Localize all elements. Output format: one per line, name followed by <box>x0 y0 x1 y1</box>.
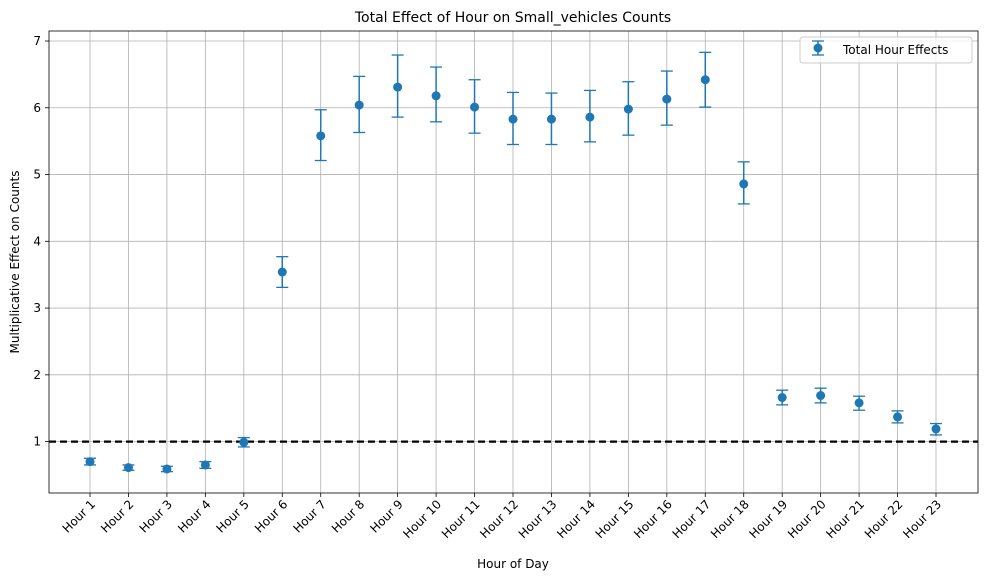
y-tick-label: 3 <box>33 301 41 315</box>
data-point <box>546 114 556 124</box>
data-point <box>162 464 172 474</box>
legend: Total Hour Effects <box>799 36 973 64</box>
data-point <box>393 82 403 92</box>
data-point <box>931 424 941 434</box>
data-point <box>200 460 210 470</box>
data-point <box>354 100 364 110</box>
legend-marker-icon <box>812 40 824 56</box>
data-point <box>854 398 864 408</box>
plot-frame <box>48 30 979 494</box>
data-point <box>585 112 595 122</box>
data-point <box>85 457 95 467</box>
chart-title: Total Effect of Hour on Small_vehicles C… <box>354 10 671 26</box>
data-point <box>431 91 441 101</box>
data-point <box>700 75 710 85</box>
data-point <box>816 391 826 401</box>
data-point <box>662 94 672 104</box>
data-point <box>893 412 903 422</box>
legend-label: Total Hour Effects <box>842 43 948 57</box>
data-point <box>277 267 287 277</box>
data-point <box>623 104 633 114</box>
data-point <box>239 437 249 447</box>
y-tick-label: 1 <box>33 435 41 449</box>
y-tick-label: 6 <box>33 101 41 115</box>
data-point <box>508 114 518 124</box>
data-marks <box>49 51 978 474</box>
y-tick-label: 7 <box>33 34 41 48</box>
x-axis-label: Hour of Day <box>477 557 549 571</box>
data-point <box>739 179 749 189</box>
data-point <box>777 393 787 403</box>
legend-box <box>799 36 973 64</box>
y-tick-label: 5 <box>33 168 41 182</box>
data-point <box>470 102 480 112</box>
y-tick-label: 2 <box>33 368 41 382</box>
y-tick-label: 4 <box>33 234 41 248</box>
legend-point <box>813 43 823 53</box>
y-axis-label: Multiplicative Effect on Counts <box>8 171 22 354</box>
data-point <box>316 131 326 141</box>
data-point <box>123 463 133 473</box>
